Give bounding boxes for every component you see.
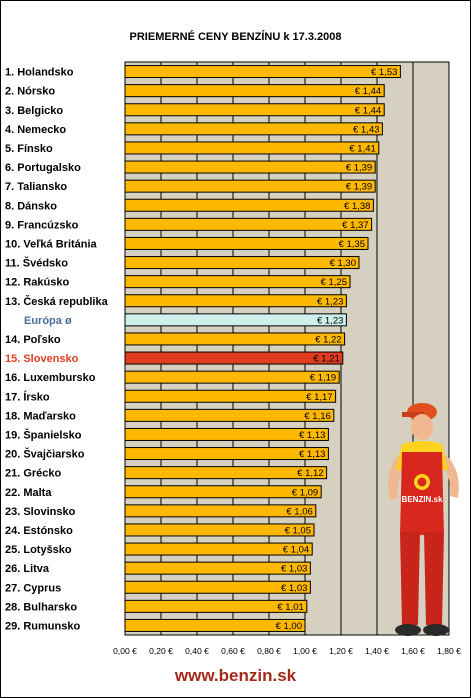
category-label: 29. Rumunsko: [5, 620, 80, 632]
category-label: 4. Nemecko: [5, 124, 66, 136]
category-label: 11. Švédsko: [5, 257, 68, 270]
plot-border: [124, 61, 450, 636]
bar-value-label: € 1,43: [353, 124, 379, 135]
bar-value-label: € 1,35: [339, 239, 365, 250]
bar-value-label: € 1,53: [371, 67, 397, 78]
category-label: 17. Írsko: [5, 390, 50, 403]
bar: [124, 65, 401, 79]
bar-value-label: € 1,06: [286, 506, 312, 517]
bar-value-label: € 1,13: [299, 449, 325, 460]
bar-value-label: € 1,23: [317, 296, 343, 307]
bar-value-label: € 1,21: [313, 354, 339, 365]
category-label: 5. Fínsko: [5, 143, 53, 155]
bar-value-label: € 1,13: [299, 430, 325, 441]
bar: [124, 122, 383, 136]
bar-value-label: € 1,22: [315, 334, 341, 345]
bar: [124, 160, 376, 174]
x-tick-label: 1,20 €: [329, 646, 353, 656]
bar: [124, 198, 374, 212]
category-label: 9. Francúzsko: [5, 219, 79, 231]
bar-value-label: € 1,00: [276, 621, 302, 632]
bar-value-label: € 1,17: [306, 392, 332, 403]
category-label: 19. Španielsko: [5, 428, 82, 441]
category-label: 21. Grécko: [5, 468, 62, 480]
bar-value-label: € 1,39: [346, 163, 372, 174]
category-label: 2. Nórsko: [5, 86, 55, 98]
bar-value-label: € 1,05: [285, 525, 311, 536]
category-label: 8. Dánsko: [5, 200, 57, 212]
category-label: 14. Poľsko: [5, 334, 61, 346]
category-label: 3. Belgicko: [5, 105, 63, 117]
bar: [124, 103, 385, 117]
bar-value-label: € 1,37: [342, 220, 368, 231]
bar-value-label: € 1,16: [304, 411, 330, 422]
bar-value-label: € 1,39: [346, 182, 372, 193]
bar: [124, 427, 329, 441]
category-label: Európa ø: [24, 315, 72, 327]
bar: [124, 217, 373, 231]
x-tick-label: 0,60 €: [221, 646, 245, 656]
category-label: 20. Švajčiarsko: [5, 448, 85, 461]
bar: [124, 294, 347, 308]
category-label: 28. Bulharsko: [5, 601, 77, 613]
bar-value-label: € 1,03: [281, 583, 307, 594]
category-label: 1. Holandsko: [5, 67, 74, 79]
bar: [124, 351, 344, 365]
bar-value-label: € 1,19: [310, 373, 336, 384]
x-tick-label: 1,80 €: [437, 646, 461, 656]
category-label: 12. Rakúsko: [5, 277, 69, 289]
bar-value-label: € 1,03: [281, 564, 307, 575]
bar-value-label: € 1,38: [344, 201, 370, 212]
category-label: 27. Cyprus: [5, 582, 61, 594]
bar: [124, 84, 385, 98]
bar: [124, 389, 337, 403]
x-tick-label: 0,00 €: [113, 646, 137, 656]
category-label: 6. Portugalsko: [5, 162, 81, 174]
website-link[interactable]: www.benzin.sk: [174, 666, 297, 685]
bar-value-label: € 1,41: [349, 143, 375, 154]
mascot-illustration: BENZIN.sk: [388, 403, 459, 636]
bar-value-label: € 1,23: [317, 315, 343, 326]
mascot-logo-text: BENZIN.sk: [402, 495, 443, 504]
bar-value-label: € 1,44: [355, 86, 381, 97]
bar-value-label: € 1,04: [283, 545, 309, 556]
category-label: 15. Slovensko: [5, 353, 79, 365]
bar-value-label: € 1,01: [277, 602, 303, 613]
x-tick-label: 1,00 €: [293, 646, 317, 656]
bar: [124, 236, 369, 250]
category-label: 23. Slovinsko: [5, 506, 76, 518]
x-tick-label: 1,40 €: [365, 646, 389, 656]
x-tick-label: 0,80 €: [257, 646, 281, 656]
plot-area: [125, 62, 449, 635]
bar: [124, 141, 380, 155]
category-label: 7. Taliansko: [5, 181, 67, 193]
bar: [124, 447, 329, 461]
bar-value-label: € 1,09: [292, 487, 318, 498]
bar-value-label: € 1,25: [321, 277, 347, 288]
category-label: 25. Lotyšsko: [5, 544, 72, 556]
category-label: 24. Estónsko: [5, 525, 73, 537]
chart-title: PRIEMERNÉ CENY BENZÍNU k 17.3.2008: [129, 31, 342, 43]
bar-value-label: € 1,44: [355, 105, 381, 116]
bar-value-label: € 1,12: [297, 468, 323, 479]
category-label: 26. Litva: [5, 563, 50, 575]
bar: [124, 370, 340, 384]
category-label: 10. Veľká Británia: [5, 238, 98, 250]
category-label: 18. Maďarsko: [5, 410, 76, 422]
x-tick-label: 0,20 €: [149, 646, 173, 656]
bar: [124, 313, 347, 327]
bar: [124, 275, 351, 289]
bar: [124, 179, 376, 193]
x-tick-label: 0,40 €: [185, 646, 209, 656]
category-label: 13. Česká republika: [5, 295, 109, 308]
bar-value-label: € 1,30: [330, 258, 356, 269]
category-label: 22. Malta: [5, 487, 52, 499]
bar: [124, 408, 335, 422]
category-label: 16. Luxembursko: [5, 372, 96, 384]
bar: [124, 256, 360, 270]
x-tick-label: 1,60 €: [401, 646, 425, 656]
bar: [124, 332, 346, 346]
